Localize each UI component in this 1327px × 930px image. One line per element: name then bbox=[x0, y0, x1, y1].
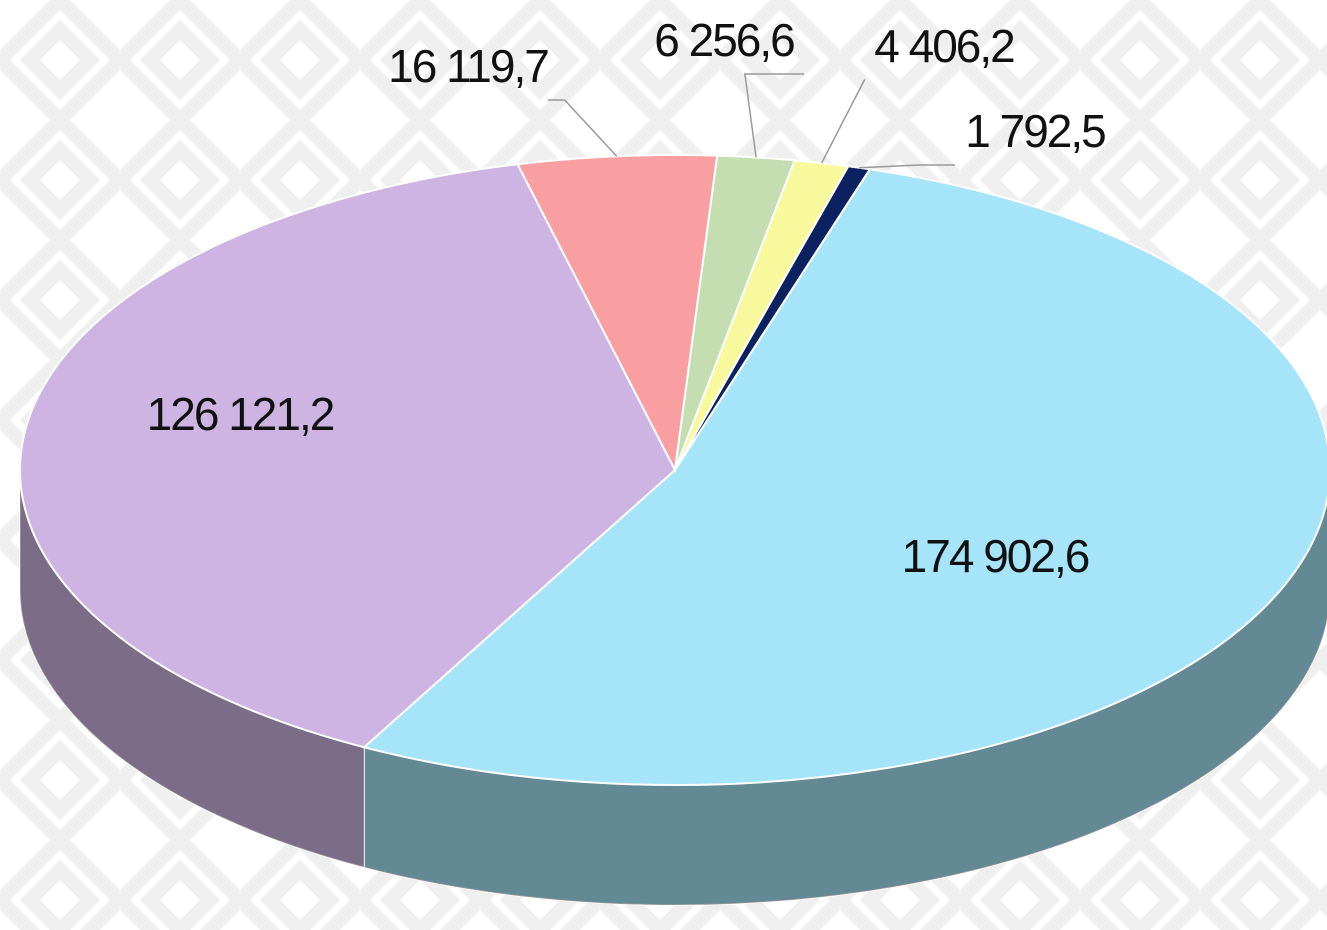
data-label: 174 902,6 bbox=[902, 530, 1089, 582]
labels: 174 902,6 126 121,2 16 119,7 6 256,6 4 406,2… bbox=[147, 14, 1107, 582]
data-label: 4 406,2 bbox=[874, 20, 1014, 72]
data-label: 126 121,2 bbox=[147, 388, 334, 440]
slice bbox=[362, 168, 1327, 786]
data-label: 16 119,7 bbox=[388, 40, 548, 92]
slice bbox=[19, 163, 677, 749]
leader-line bbox=[548, 99, 618, 157]
pie-tops bbox=[19, 154, 1327, 786]
leader-line bbox=[820, 79, 866, 164]
slice-side-shade bbox=[364, 500, 1327, 905]
slice-side-shade bbox=[20, 470, 365, 868]
leader-line bbox=[744, 73, 804, 158]
data-label: 1 792,5 bbox=[965, 105, 1105, 157]
data-label: 6 256,6 bbox=[654, 14, 794, 66]
leader-line bbox=[859, 164, 955, 169]
pie-sides bbox=[19, 469, 1327, 906]
